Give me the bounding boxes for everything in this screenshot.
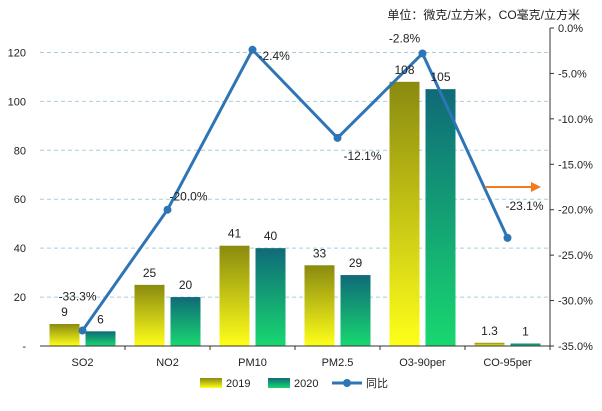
x-tick-label: PM2.5	[322, 357, 354, 369]
yoy-point	[163, 205, 172, 214]
bar-2020	[425, 89, 456, 347]
legend-label-2019: 2019	[226, 378, 250, 390]
y-left-tick-label: 80	[14, 145, 26, 157]
x-tick-label: NO2	[156, 357, 179, 369]
y-right-tick-label: -20.0%	[558, 205, 593, 217]
bar-2019	[389, 81, 420, 347]
bar-2020	[255, 248, 286, 346]
legend-swatch-2019	[200, 378, 222, 388]
unit-note: 单位：微克/立方米，CO毫克/立方米	[387, 8, 580, 22]
y-right-tick-label: -25.0%	[558, 250, 593, 262]
bar-2020-label: 40	[264, 229, 278, 243]
y-left-tick-label: 20	[14, 292, 26, 304]
y-right-tick-label: -30.0%	[558, 296, 593, 308]
yoy-label: -23.1%	[506, 199, 544, 213]
yoy-line-path	[81, 47, 509, 332]
bar-2019	[134, 284, 165, 346]
yoy-point	[503, 233, 512, 242]
yoy-label: -2.8%	[389, 31, 421, 45]
x-tick-label: SO2	[71, 357, 93, 369]
bar-2019-label: 1.3	[481, 324, 498, 338]
y-left-tick-label: 120	[8, 47, 26, 59]
legend-label-yoy: 同比	[366, 377, 388, 390]
annotation-arrow-head	[531, 182, 541, 192]
bar-2019-label: 108	[394, 63, 414, 77]
bar-2019	[219, 245, 250, 346]
bars	[49, 81, 541, 347]
x-tick-label: O3-90per	[399, 357, 446, 369]
legend-label-2020: 2020	[294, 378, 318, 390]
bar-2019-label: 33	[313, 246, 327, 260]
yoy-label: -33.3%	[59, 290, 97, 304]
yoy-point	[418, 49, 427, 58]
yoy-point	[78, 326, 87, 335]
x-tick-label: PM10	[238, 357, 267, 369]
yoy-label: -20.0%	[170, 190, 208, 204]
y-right-tick-label: -15.0%	[558, 159, 593, 171]
bar-2020-label: 6	[97, 312, 104, 326]
axes: -204060801001200.0%-5.0%-10.0%-15.0%-20.…	[8, 23, 593, 369]
bar-2020-label: 1	[522, 325, 529, 339]
bar-2020	[510, 343, 541, 346]
bar-2019	[49, 323, 80, 346]
y-right-tick-label: -35.0%	[558, 341, 593, 353]
bar-2020-label: 105	[430, 70, 450, 84]
y-right-tick-label: -10.0%	[558, 114, 593, 126]
yoy-label: -12.1%	[344, 149, 382, 163]
yoy-line	[78, 45, 512, 335]
bar-2019	[474, 342, 505, 346]
y-right-tick-label: -5.0%	[558, 68, 587, 80]
gridlines	[40, 51, 550, 298]
bar-2020-label: 29	[349, 256, 363, 270]
legend-swatch-2020	[268, 378, 290, 388]
y-left-tick-label: -	[22, 341, 26, 353]
legend: 2019 2020 同比	[200, 377, 388, 390]
bar-2019-label: 9	[61, 305, 68, 319]
yoy-point	[333, 133, 342, 142]
bar-2019-label: 25	[143, 266, 157, 280]
y-left-tick-label: 100	[8, 96, 26, 108]
bar-2019	[304, 265, 335, 346]
legend-swatch-yoy-dot	[343, 379, 351, 387]
bar-2020	[85, 331, 116, 346]
y-left-tick-label: 40	[14, 243, 26, 255]
yoy-point	[248, 45, 257, 54]
y-left-tick-label: 60	[14, 194, 26, 206]
y-right-tick-label: 0.0%	[558, 23, 583, 35]
bar-2020-label: 20	[179, 278, 193, 292]
bar-2019-label: 41	[228, 227, 242, 241]
bar-2020	[170, 297, 201, 346]
x-tick-label: CO-95per	[483, 357, 532, 369]
yoy-label: -2.4%	[259, 49, 291, 63]
bar-2020	[340, 275, 371, 346]
data-labels: 9 6 25 20 41 40 33 29 108 105 1.3 1 -33.3% -20.0% -2.4…	[59, 31, 544, 338]
